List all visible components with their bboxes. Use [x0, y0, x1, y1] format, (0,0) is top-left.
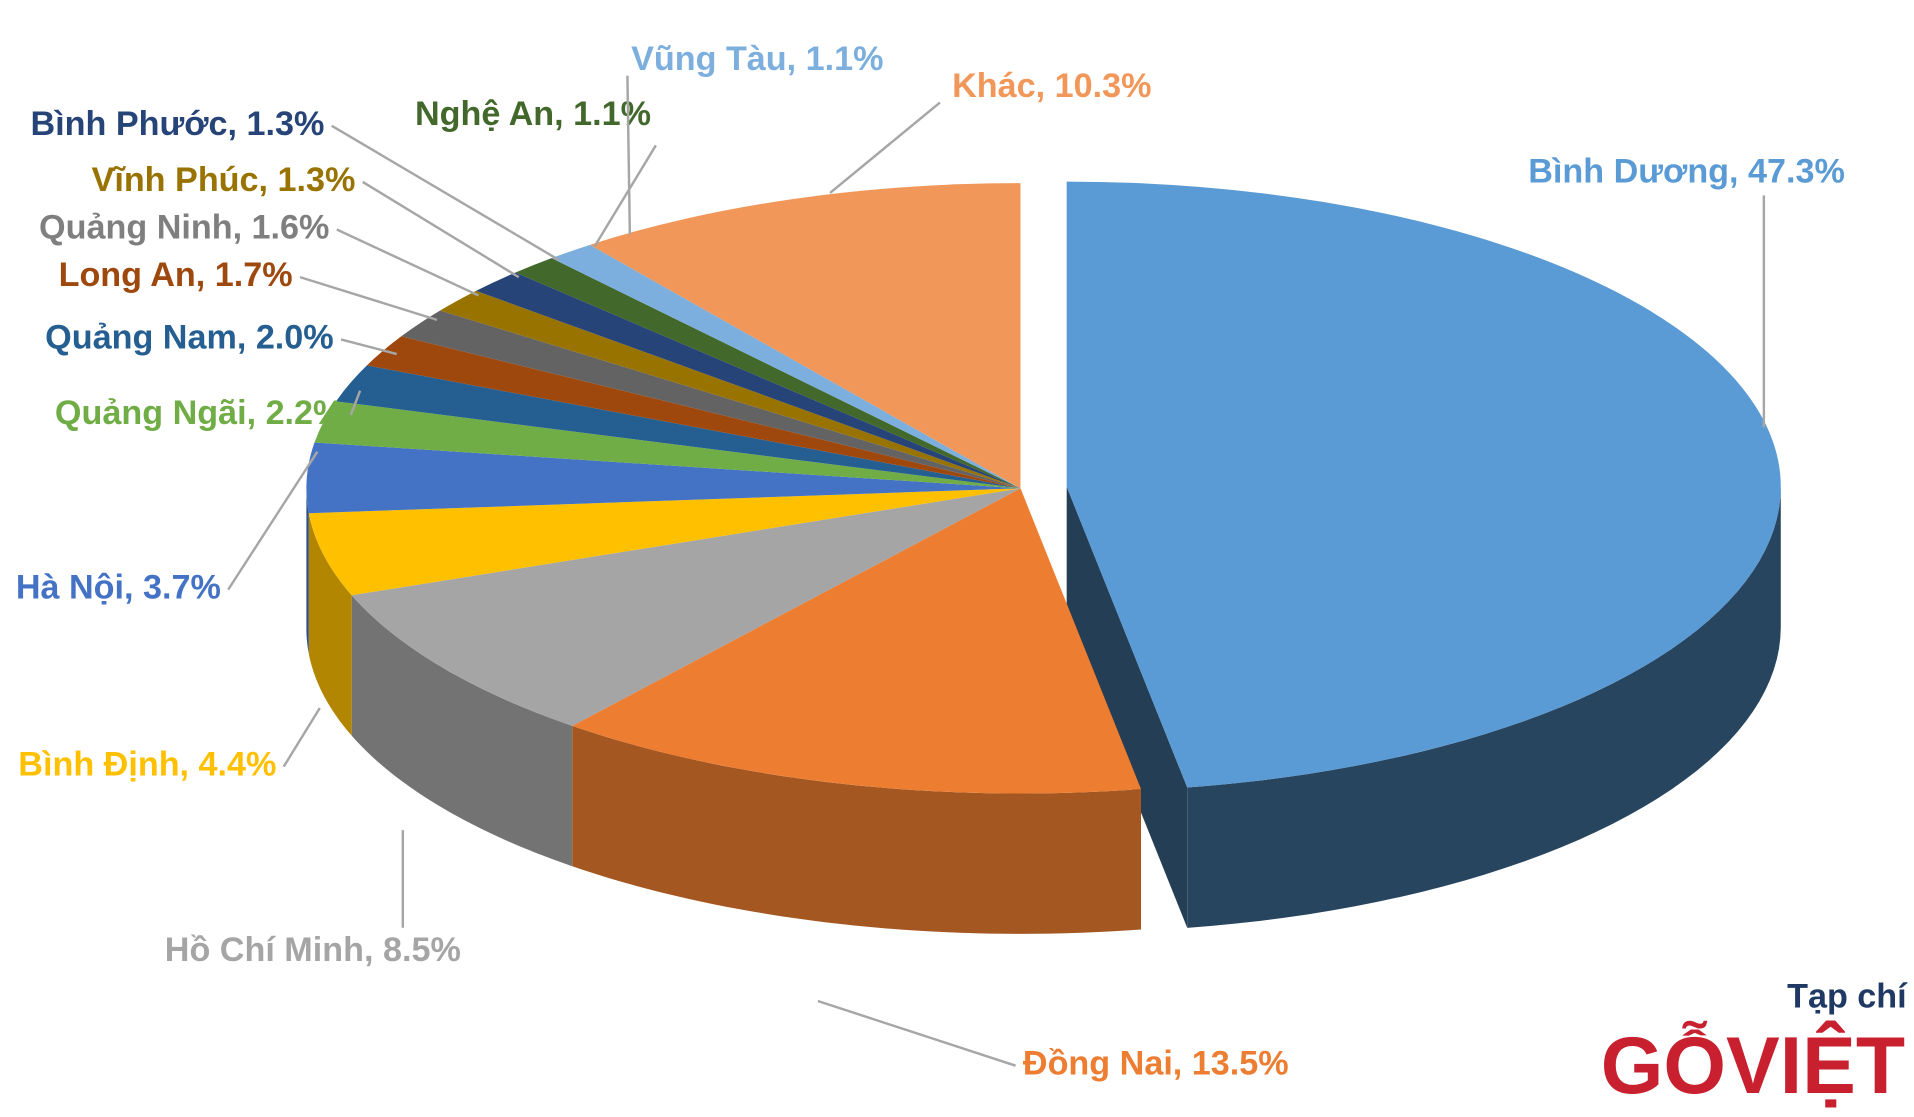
slice-cut-face	[1066, 486, 1188, 928]
logo-line2: GỖVIỆT	[1601, 1021, 1905, 1111]
slice-side	[351, 595, 573, 867]
slice	[314, 401, 1021, 489]
slice	[306, 442, 1021, 514]
leader-line	[340, 338, 398, 356]
slice	[515, 258, 1021, 489]
data-label: Khác, 10.3%	[952, 67, 1151, 105]
data-label: Quảng Ngãi, 2.2%	[55, 394, 344, 432]
slice	[401, 310, 1021, 489]
data-label: Bình Định, 4.4%	[18, 746, 276, 784]
slice	[589, 183, 1021, 489]
leader-line	[829, 101, 941, 194]
data-label: Long An, 1.7%	[59, 256, 293, 294]
leader-line	[227, 451, 319, 591]
data-label: Bình Phước, 1.3%	[31, 105, 325, 143]
data-label: Vũng Tàu, 1.1%	[631, 40, 883, 78]
slice	[551, 244, 1021, 489]
data-label: Vĩnh Phúc, 1.3%	[92, 161, 356, 199]
leader-line	[593, 144, 657, 248]
data-label: Đồng Nai, 13.5%	[1023, 1045, 1289, 1083]
slice	[366, 336, 1021, 489]
leader-line	[349, 390, 362, 416]
data-label: Quảng Nam, 2.0%	[45, 318, 334, 356]
slice-side	[306, 488, 309, 654]
slice	[308, 488, 1021, 596]
leader-line	[626, 75, 632, 235]
slice	[440, 290, 1021, 489]
leader-line	[331, 124, 560, 262]
slice	[351, 488, 1021, 726]
data-label: Hà Nội, 3.7%	[16, 569, 221, 607]
leader-line	[817, 999, 1016, 1067]
leader-line	[336, 228, 480, 297]
data-label: Bình Dương, 47.3%	[1528, 152, 1845, 190]
slice	[1066, 181, 1781, 788]
slice	[572, 488, 1142, 794]
data-label: Quảng Ninh, 1.6%	[39, 209, 329, 247]
slice	[336, 365, 1021, 489]
data-label: Nghệ An, 1.1%	[415, 95, 651, 133]
slice-side	[1187, 486, 1781, 928]
leader-line	[362, 180, 520, 279]
slice-side	[308, 513, 352, 736]
leader-line	[282, 707, 321, 768]
slice	[476, 272, 1021, 489]
data-label: Hồ Chí Minh, 8.5%	[165, 931, 461, 969]
logo-line1: Tạp chí	[1787, 978, 1908, 1016]
slice-side	[572, 725, 1142, 934]
leader-line	[299, 275, 438, 322]
